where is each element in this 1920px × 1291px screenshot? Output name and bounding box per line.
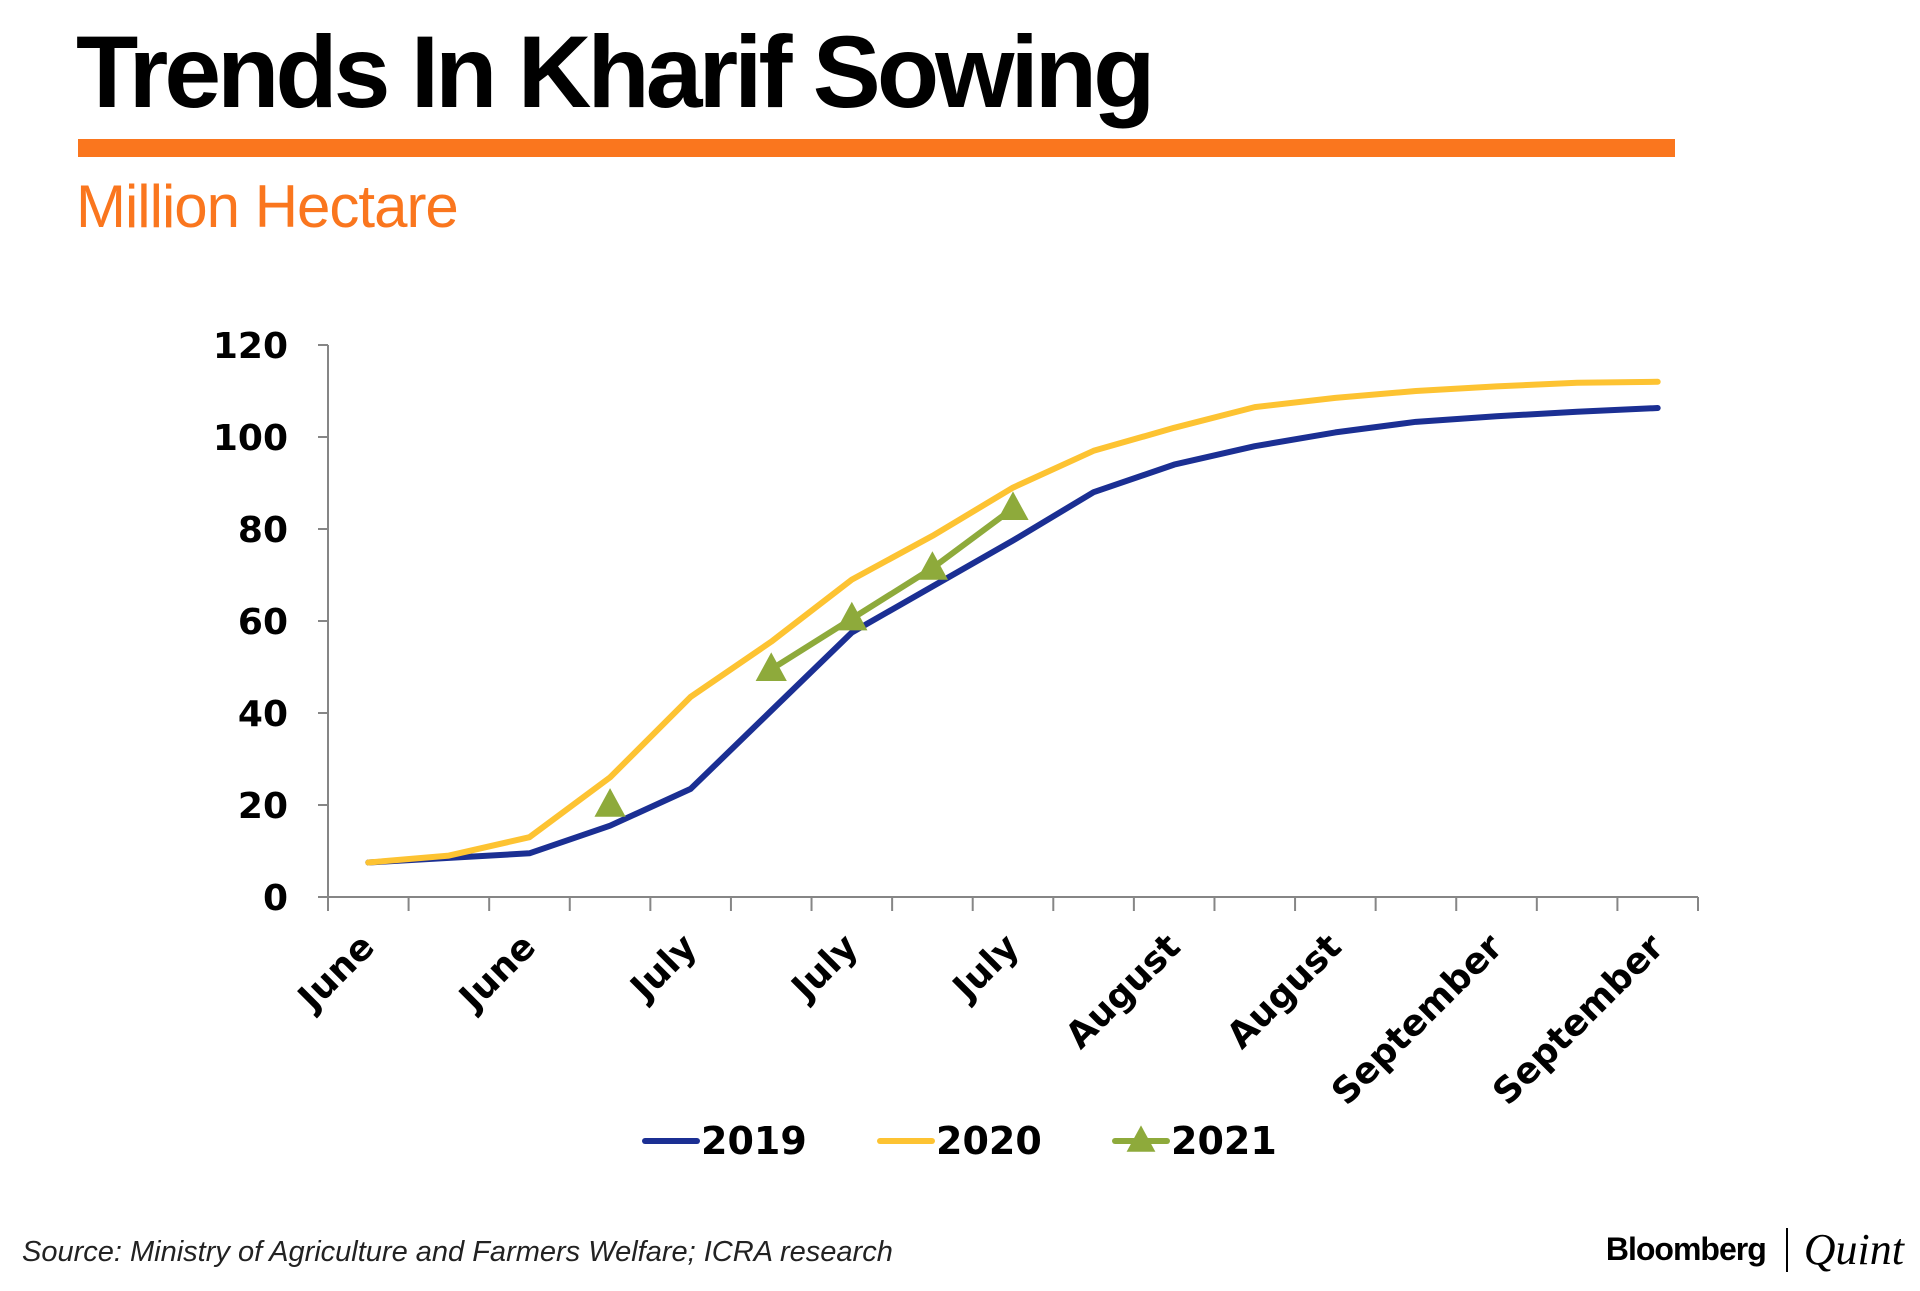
brand-bloomberg: Bloomberg [1605,1231,1767,1267]
data-point-2021 [916,551,949,580]
data-point-2021 [755,652,787,681]
x-tick-label: June [450,926,544,1020]
chart-legend: 2019 2020 2021 [642,1119,1277,1163]
x-tick-label: June [289,926,383,1020]
legend-label-2021: 2021 [1171,1119,1277,1163]
series-2021 [594,491,1029,817]
brand-quint: Quint [1803,1225,1904,1274]
x-tick-label: July [782,926,866,1010]
series-line-2020 [365,378,1661,866]
y-tick-label: 100 [213,418,288,459]
legend-item-2019: 2019 [642,1119,807,1163]
x-tick-label: September [1485,926,1672,1113]
y-tick-label: 20 [238,786,288,827]
x-tick-label: July [621,926,705,1010]
chart-series [365,378,1661,866]
title-underline [78,139,1675,157]
brand-divider [1785,1227,1788,1272]
y-tick-label: 60 [238,602,288,643]
series-line-2021 [768,505,1016,673]
legend-label-2020: 2020 [936,1119,1042,1163]
legend-label-2019: 2019 [701,1119,807,1163]
legend-marker-2021 [1126,1125,1156,1152]
data-point-2021 [594,788,626,817]
x-tick-label: July [943,926,1027,1010]
y-tick-label: 40 [238,694,288,735]
page-title: Trends In Kharif Sowing [76,15,1155,129]
y-tick-label: 120 [213,326,288,367]
line-chart: 0 20 40 60 80 100 120 June June July July July Augus… [213,326,1699,1163]
data-point-2021 [836,601,868,631]
series-2020 [365,378,1661,866]
x-tick-label: August [1219,926,1349,1056]
chart-axes: 0 20 40 60 80 100 120 June June July July July Augus… [213,326,1699,1113]
brand-logo: Bloomberg Quint [1606,1224,1904,1275]
y-tick-label: 0 [263,878,288,919]
x-tick-label: August [1058,926,1188,1056]
data-point-2021 [997,491,1029,520]
y-tick-label: 80 [238,510,288,551]
series-2019 [365,405,1661,866]
legend-item-2020: 2020 [877,1119,1042,1163]
legend-item-2021: 2021 [1112,1119,1277,1163]
source-note: Source: Ministry of Agriculture and Farm… [22,1236,893,1268]
series-line-2019 [365,405,1661,866]
chart-subtitle: Million Hectare [76,173,459,240]
x-tick-label: September [1324,926,1511,1113]
